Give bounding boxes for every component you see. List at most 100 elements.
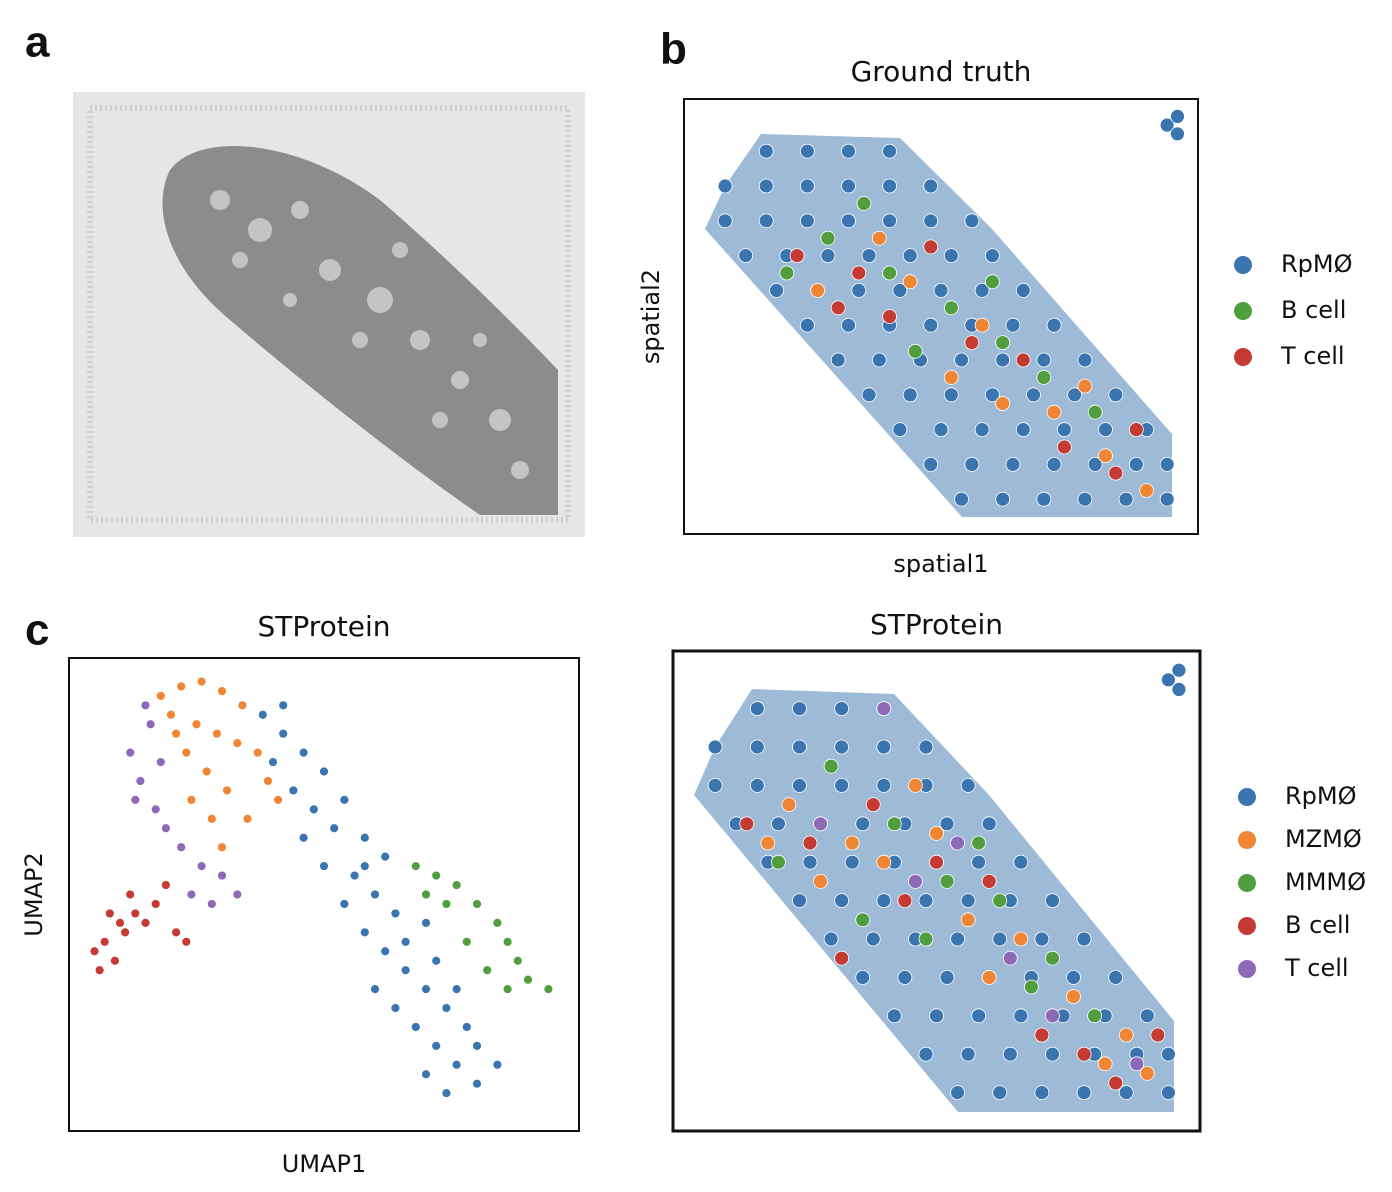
point bbox=[892, 422, 908, 438]
point bbox=[992, 1085, 1008, 1100]
point bbox=[981, 874, 997, 889]
point bbox=[155, 757, 166, 767]
point bbox=[841, 317, 856, 333]
point bbox=[1171, 682, 1187, 697]
point bbox=[851, 265, 867, 281]
point bbox=[1056, 422, 1072, 438]
point bbox=[1046, 456, 1062, 472]
point bbox=[543, 984, 554, 994]
point bbox=[799, 213, 815, 229]
point bbox=[451, 880, 462, 890]
point bbox=[1005, 317, 1021, 333]
point bbox=[855, 970, 871, 985]
point bbox=[441, 1003, 452, 1013]
point bbox=[125, 889, 136, 900]
point bbox=[1087, 404, 1103, 420]
point bbox=[1036, 352, 1052, 368]
point bbox=[451, 984, 462, 994]
point bbox=[820, 230, 836, 246]
point bbox=[954, 491, 969, 507]
point bbox=[964, 213, 980, 229]
point bbox=[876, 739, 892, 755]
point bbox=[974, 317, 990, 333]
point bbox=[851, 282, 867, 298]
point bbox=[150, 804, 161, 815]
point bbox=[242, 813, 253, 824]
point bbox=[1076, 931, 1092, 947]
point bbox=[1056, 439, 1072, 455]
point bbox=[1159, 117, 1175, 133]
tissue-outline bbox=[705, 134, 1172, 517]
point bbox=[1150, 1027, 1166, 1043]
y-axis-label: spatial2 bbox=[637, 269, 665, 364]
point bbox=[1128, 456, 1144, 472]
point bbox=[918, 739, 934, 755]
point bbox=[472, 1078, 482, 1089]
point bbox=[359, 927, 370, 938]
point bbox=[252, 747, 263, 758]
point bbox=[834, 893, 850, 908]
legend-label: T cell bbox=[1284, 954, 1349, 982]
point bbox=[110, 955, 120, 966]
point bbox=[1139, 483, 1154, 498]
point bbox=[273, 795, 284, 805]
point bbox=[1077, 491, 1093, 507]
point bbox=[160, 823, 171, 834]
point bbox=[431, 955, 442, 966]
point bbox=[1045, 1008, 1060, 1024]
point bbox=[1045, 950, 1060, 966]
point bbox=[902, 387, 918, 403]
point bbox=[923, 213, 939, 229]
point bbox=[929, 826, 944, 841]
point bbox=[125, 747, 136, 758]
legend-marker bbox=[1234, 302, 1252, 320]
plot-frame bbox=[683, 98, 1199, 535]
plot-frame bbox=[671, 649, 1202, 1133]
point bbox=[171, 728, 182, 739]
legend-marker bbox=[1238, 874, 1256, 892]
point bbox=[410, 861, 421, 872]
point bbox=[960, 778, 976, 793]
point bbox=[918, 893, 934, 908]
point bbox=[856, 195, 872, 211]
point bbox=[171, 927, 182, 938]
point bbox=[400, 965, 411, 976]
point bbox=[186, 795, 197, 805]
point bbox=[855, 816, 871, 832]
point bbox=[882, 213, 897, 229]
point bbox=[882, 143, 897, 159]
point bbox=[1034, 1027, 1050, 1043]
point bbox=[1036, 491, 1052, 507]
point bbox=[1139, 1066, 1155, 1081]
point bbox=[1013, 1008, 1029, 1024]
point bbox=[492, 917, 503, 928]
point bbox=[792, 739, 807, 755]
point bbox=[918, 1046, 934, 1062]
point bbox=[1160, 1046, 1176, 1062]
point bbox=[262, 776, 273, 786]
legend-label: MMMØ bbox=[1285, 868, 1366, 896]
point bbox=[1128, 422, 1144, 438]
plot-frame bbox=[68, 657, 580, 1132]
point bbox=[1118, 491, 1134, 507]
point bbox=[421, 984, 431, 994]
point bbox=[1015, 282, 1031, 298]
panel-label: a bbox=[25, 18, 50, 67]
point bbox=[971, 854, 987, 870]
x-axis-label: spatial1 bbox=[893, 550, 988, 578]
point bbox=[400, 936, 411, 947]
legend-marker bbox=[1238, 917, 1256, 935]
point bbox=[830, 300, 846, 316]
point bbox=[902, 248, 918, 264]
point bbox=[992, 931, 1008, 947]
point bbox=[288, 785, 299, 796]
point bbox=[191, 719, 202, 730]
legend-label: B cell bbox=[1281, 296, 1346, 324]
point bbox=[145, 719, 156, 730]
legend-marker bbox=[1238, 831, 1256, 849]
point bbox=[813, 816, 828, 832]
point bbox=[707, 778, 723, 793]
chart-title: Ground truth bbox=[851, 55, 1032, 88]
point bbox=[1046, 317, 1062, 333]
point bbox=[461, 1022, 472, 1032]
